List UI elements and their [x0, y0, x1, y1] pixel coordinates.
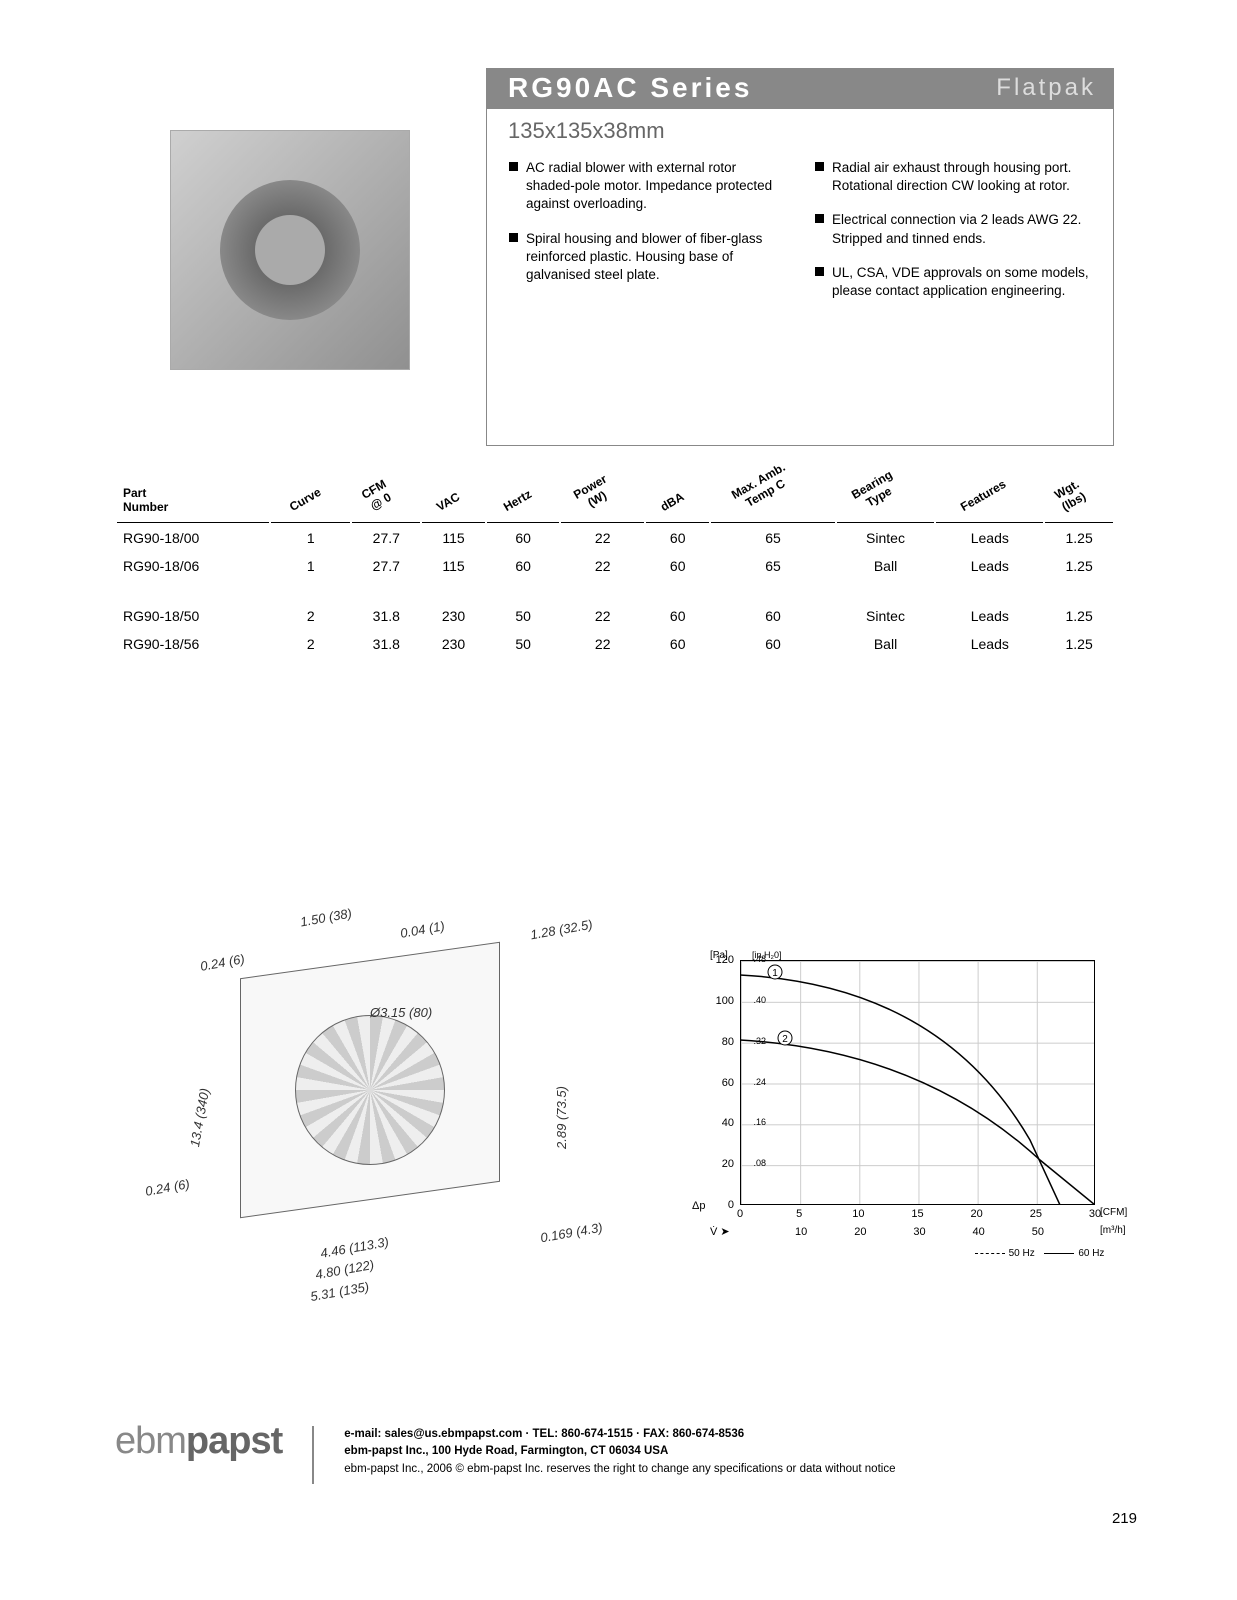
col-header: Curve: [271, 482, 350, 523]
y-tick: 80: [684, 1036, 734, 1048]
bullet-item: Radial air exhaust through housing port.…: [815, 159, 1091, 195]
desc-col-left: AC radial blower with external rotor sha…: [509, 159, 785, 316]
delta-p-label: Δp: [692, 1200, 705, 1212]
y2-tick: .24: [742, 1077, 766, 1087]
series-title: RG90AC Series: [508, 72, 752, 104]
col-header: VAC: [422, 482, 485, 523]
footer-text: e-mail: sales@us.ebmpapst.com · TEL: 860…: [344, 1420, 895, 1478]
x-unit-m3h: [m³/h]: [1100, 1225, 1126, 1236]
y2-tick: .32: [742, 1036, 766, 1046]
dimensional-drawing: 1.50 (38) 0.04 (1) 1.28 (32.5) 0.24 (6) Ø3.1…: [120, 900, 610, 1300]
col-header: PartNumber: [117, 482, 269, 523]
series-subtitle: Flatpak: [996, 74, 1096, 102]
bullet-item: Electrical connection via 2 leads AWG 22…: [815, 211, 1091, 247]
bullet-icon: [815, 267, 824, 276]
y-tick: 40: [684, 1117, 734, 1129]
x-tick-cfm: 5: [789, 1208, 809, 1220]
footer: ebmpapst e-mail: sales@us.ebmpapst.com ·…: [115, 1420, 1115, 1484]
dimension-label: 0.169 (4.3): [539, 1220, 604, 1246]
chart-legend: 50 Hz 60 Hz: [971, 1248, 1110, 1259]
y2-tick: .08: [742, 1158, 766, 1168]
col-header: BearingType: [837, 482, 935, 523]
bullet-item: UL, CSA, VDE approvals on some models, p…: [815, 264, 1091, 300]
dimension-label: 0.24 (6): [144, 1176, 191, 1199]
x-tick-m3h: 20: [848, 1226, 872, 1238]
dimension-label: 13.4 (340): [187, 1087, 212, 1148]
dimension-label: 0.04 (1): [399, 918, 446, 941]
bullet-icon: [815, 214, 824, 223]
x-tick-cfm: 20: [967, 1208, 987, 1220]
y-unit-inh2o: [in.H₂0]: [752, 950, 782, 960]
table-row: RG90-18/06127.711560226065BallLeads1.25: [117, 553, 1113, 579]
header-bar: RG90AC Series Flatpak: [486, 68, 1114, 108]
brand-logo: ebmpapst: [115, 1420, 282, 1463]
y2-tick: .16: [742, 1117, 766, 1127]
table-row: RG90-18/50231.823050226060SintecLeads1.2…: [117, 603, 1113, 629]
col-header: Wgt.(lbs): [1045, 482, 1113, 523]
dimension-label: 5.31 (135): [309, 1279, 370, 1304]
v-dot-label: V̇ ➤: [710, 1225, 730, 1238]
col-header: Max. Amb.Temp C: [711, 482, 834, 523]
bullet-icon: [815, 162, 824, 171]
x-tick-cfm: 0: [730, 1208, 750, 1220]
y2-tick: .40: [742, 995, 766, 1005]
x-tick-cfm: 10: [848, 1208, 868, 1220]
col-header: CFM@ 0: [352, 482, 420, 523]
x-unit-cfm: [CFM]: [1100, 1207, 1127, 1218]
x-tick-cfm: 25: [1026, 1208, 1046, 1220]
col-header: dBA: [646, 482, 709, 523]
bullet-icon: [509, 233, 518, 242]
bullet-icon: [509, 162, 518, 171]
bullet-item: AC radial blower with external rotor sha…: [509, 159, 785, 214]
dimension-label: 1.50 (38): [299, 906, 353, 930]
desc-col-right: Radial air exhaust through housing port.…: [815, 159, 1091, 316]
bullet-item: Spiral housing and blower of fiber-glass…: [509, 230, 785, 285]
performance-chart: 12 020406080100120 .08.16.24.32.40.48 05…: [680, 950, 1120, 1270]
y-tick: 20: [684, 1158, 734, 1170]
x-tick-m3h: 50: [1026, 1226, 1050, 1238]
dimension-label: Ø3.15 (80): [370, 1005, 432, 1020]
y-unit-pa: [Pa]: [710, 950, 728, 961]
spec-table: PartNumberCurveCFM@ 0VACHertzPower(W)dBA…: [115, 480, 1115, 659]
y-tick: 60: [684, 1077, 734, 1089]
dimension-label: 0.24 (6): [199, 951, 246, 974]
col-header: Features: [936, 482, 1043, 523]
col-header: Power(W): [561, 482, 644, 523]
table-row: RG90-18/56231.823050226060BallLeads1.25: [117, 631, 1113, 657]
table-row: RG90-18/00127.711560226065SintecLeads1.2…: [117, 525, 1113, 551]
x-tick-m3h: 30: [908, 1226, 932, 1238]
product-photo: [170, 130, 410, 370]
x-tick-m3h: 40: [967, 1226, 991, 1238]
dimension-label: 4.46 (113.3): [319, 1234, 390, 1261]
col-header: Hertz: [487, 482, 559, 523]
chart-plot: [740, 960, 1095, 1205]
x-tick-m3h: 10: [789, 1226, 813, 1238]
description-box: AC radial blower with external rotor sha…: [486, 108, 1114, 446]
dimension-label: 1.28 (32.5): [529, 917, 594, 943]
x-tick-cfm: 15: [908, 1208, 928, 1220]
page-number: 219: [1112, 1510, 1137, 1527]
dimension-label: 2.89 (73.5): [554, 1086, 569, 1149]
y-tick: 100: [684, 995, 734, 1007]
